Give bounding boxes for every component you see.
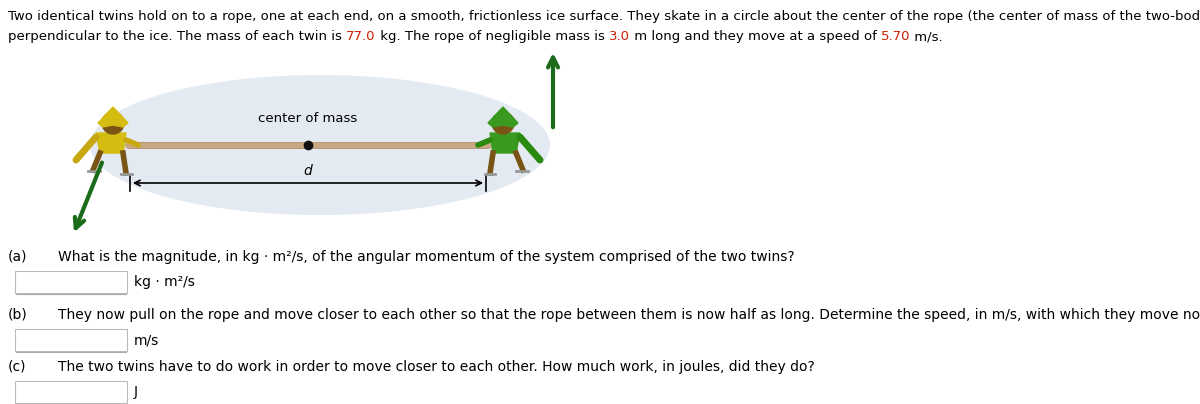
Text: 5.70: 5.70	[881, 30, 911, 43]
Text: The two twins have to do work in order to move closer to each other. How much wo: The two twins have to do work in order t…	[58, 360, 815, 374]
Ellipse shape	[90, 75, 550, 215]
Text: m/s: m/s	[134, 333, 160, 347]
Text: kg. The rope of negligible mass is: kg. The rope of negligible mass is	[376, 30, 608, 43]
Circle shape	[492, 112, 514, 134]
FancyBboxPatch shape	[14, 271, 127, 293]
Circle shape	[102, 112, 124, 134]
Text: kg · m²/s: kg · m²/s	[134, 275, 194, 289]
Text: (b): (b)	[8, 308, 28, 322]
Text: m/s.: m/s.	[911, 30, 943, 43]
FancyBboxPatch shape	[14, 329, 127, 351]
Text: They now pull on the rope and move closer to each other so that the rope between: They now pull on the rope and move close…	[58, 308, 1200, 322]
Text: (c): (c)	[8, 360, 26, 374]
Text: perpendicular to the ice. The mass of each twin is: perpendicular to the ice. The mass of ea…	[8, 30, 346, 43]
Polygon shape	[98, 107, 128, 127]
Text: Two identical twins hold on to a rope, one at each end, on a smooth, frictionles: Two identical twins hold on to a rope, o…	[8, 10, 1200, 23]
Text: J: J	[134, 385, 138, 399]
Text: What is the magnitude, in kg · m²/s, of the angular momentum of the system compr: What is the magnitude, in kg · m²/s, of …	[58, 250, 794, 264]
Text: center of mass: center of mass	[258, 112, 358, 125]
Polygon shape	[490, 133, 520, 153]
Text: (a): (a)	[8, 250, 28, 264]
FancyBboxPatch shape	[14, 381, 127, 403]
Text: m long and they move at a speed of: m long and they move at a speed of	[630, 30, 881, 43]
Text: 77.0: 77.0	[346, 30, 376, 43]
Polygon shape	[488, 107, 518, 127]
Text: d: d	[304, 164, 312, 178]
Polygon shape	[96, 133, 126, 153]
Text: 3.0: 3.0	[608, 30, 630, 43]
